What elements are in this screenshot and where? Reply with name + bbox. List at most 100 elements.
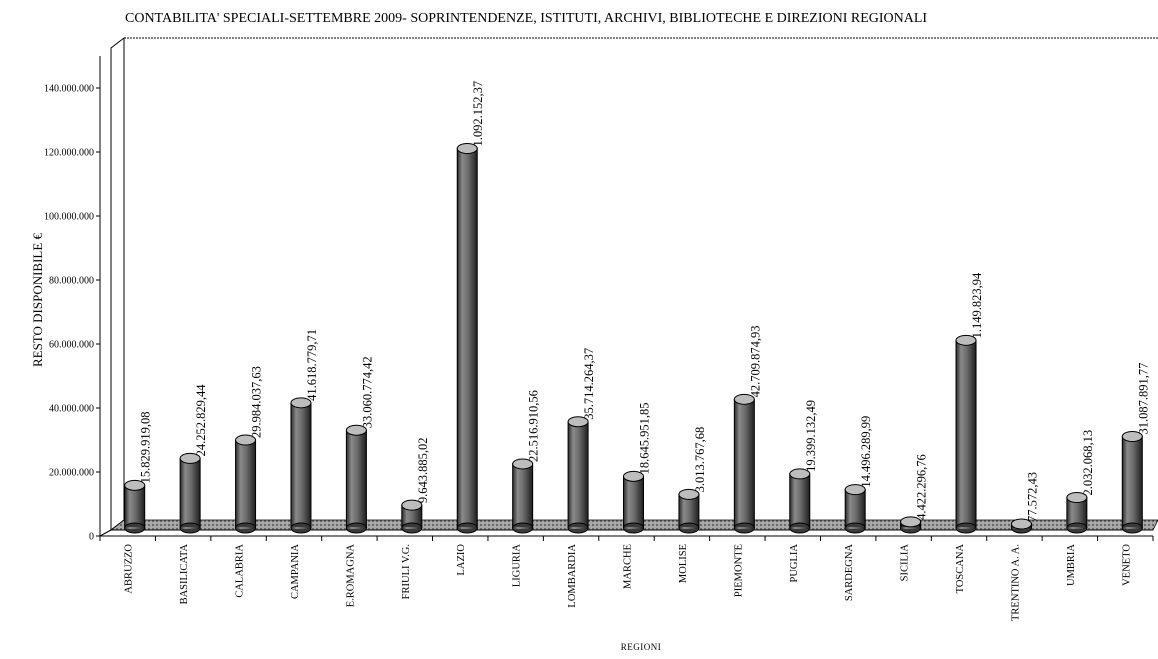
data-label: 14.496.289,99 (859, 416, 873, 488)
bar-cap (456, 143, 478, 155)
bar-cap (1010, 518, 1032, 530)
category-label: BASILICATA (179, 544, 190, 605)
bar (235, 434, 257, 534)
category-label: MOLISE (678, 544, 689, 583)
bar (1066, 491, 1088, 534)
bar (345, 424, 367, 534)
category-label: LAZIO (456, 544, 467, 576)
bar-body (844, 489, 866, 529)
bars (124, 143, 1143, 534)
bar-cap (623, 470, 644, 482)
category-label: TOSCANA (955, 544, 966, 594)
bar-cap (900, 516, 922, 528)
bar-body (623, 475, 644, 529)
bar-base-join (568, 527, 588, 529)
data-labels: 15.829.919,08 24.252.829,44 29.984.037,63 4… (139, 81, 1151, 522)
data-label: 29.984.037,63 (250, 366, 264, 438)
bar-base-join (125, 527, 145, 529)
bar-base-join (901, 527, 921, 529)
category-label: PUGLIA (789, 544, 800, 583)
bar-cap (789, 468, 811, 480)
bar-body (955, 339, 977, 529)
bar (456, 143, 478, 534)
bar-base-join (624, 527, 643, 529)
data-label: 18.645.951,85 (638, 402, 652, 474)
bar (678, 488, 700, 534)
bar-body (179, 457, 201, 529)
bar (567, 416, 589, 534)
x-axis: ABRUZZO BASILICATA CALABRIA CAMPANIA E.ROMAG… (99, 535, 1154, 621)
bar (1121, 431, 1143, 534)
bar-body (733, 398, 755, 529)
bar-cap (844, 484, 866, 496)
bar (955, 334, 977, 534)
chart-title: CONTABILITA' SPECIALI-SETTEMBRE 2009- SO… (125, 11, 927, 26)
bar-cap (290, 397, 312, 409)
bar (844, 484, 866, 534)
bar-base-join (513, 527, 533, 529)
category-label: FRIULI V.G. (401, 544, 412, 599)
data-label: 19.399.132,49 (804, 400, 818, 472)
bar-base-join (1122, 527, 1142, 529)
bar (733, 393, 755, 534)
category-label: SICILIA (900, 544, 911, 582)
bar (290, 397, 312, 534)
y-tick-label: 80.000.000 (49, 276, 94, 287)
bar-cap (345, 424, 367, 436)
bar-body (456, 148, 478, 529)
category-label: CAMPANIA (290, 544, 301, 599)
category-label: E.ROMAGNA (345, 544, 356, 608)
data-label: 42.709.874,93 (748, 325, 762, 397)
data-label: 31.087.891,77 (1136, 363, 1150, 435)
bar-base-join (845, 527, 865, 529)
data-label: 4.422.296,76 (915, 454, 929, 520)
data-label: 3.013.767,68 (693, 427, 707, 493)
y-tick-label: 140.000.000 (44, 84, 94, 95)
bar-base-join (457, 527, 477, 529)
category-label: ABRUZZO (124, 544, 135, 594)
bar-base-join (734, 527, 754, 529)
bar-base-join (180, 527, 200, 529)
data-label: 33.060.774,42 (360, 356, 374, 428)
category-label: SARDEGNA (844, 544, 855, 602)
bar-cap (678, 488, 700, 500)
y-tick-label: 20.000.000 (49, 468, 94, 479)
bar-cap (1066, 491, 1088, 503)
data-label: 15.829.919,08 (139, 411, 153, 483)
bar-cap (179, 452, 201, 464)
bar-body (1121, 436, 1143, 529)
bar-cap (124, 479, 146, 491)
y-tick-label: 0 (89, 532, 94, 543)
bar-base-join (956, 527, 976, 529)
bar-base-join (291, 527, 311, 529)
data-label: 1.149.823,94 (970, 272, 984, 338)
bar-base-join (1067, 527, 1087, 529)
category-label: VENETO (1121, 544, 1132, 586)
plot-frame (99, 36, 1158, 537)
category-label: UMBRIA (1066, 544, 1077, 586)
bar-base-join (236, 527, 256, 529)
category-label: LIGURIA (512, 544, 523, 588)
y-tick-label: 40.000.000 (49, 404, 94, 415)
category-label: CALABRIA (235, 544, 246, 598)
category-label: MARCHE (623, 544, 634, 589)
y-tick-label: 120.000.000 (44, 148, 94, 159)
data-label: 2.032.068,13 (1081, 430, 1095, 496)
data-label: 77.572,43 (1025, 472, 1039, 522)
bar (401, 499, 423, 534)
bar (179, 452, 201, 534)
bar-cap (1121, 431, 1143, 443)
category-label: PIEMONTE (733, 544, 744, 597)
bar-body (235, 439, 257, 529)
bar-body (345, 429, 367, 529)
data-label: 24.252.829,44 (194, 384, 208, 457)
data-label: 41.618.779,71 (305, 329, 319, 401)
data-label: 35.714.264,37 (582, 348, 596, 420)
data-label: 9.643.885,02 (416, 438, 430, 504)
bar-base-join (679, 527, 699, 529)
bar (623, 470, 644, 534)
bar-cap (512, 458, 534, 470)
bar (124, 479, 146, 534)
